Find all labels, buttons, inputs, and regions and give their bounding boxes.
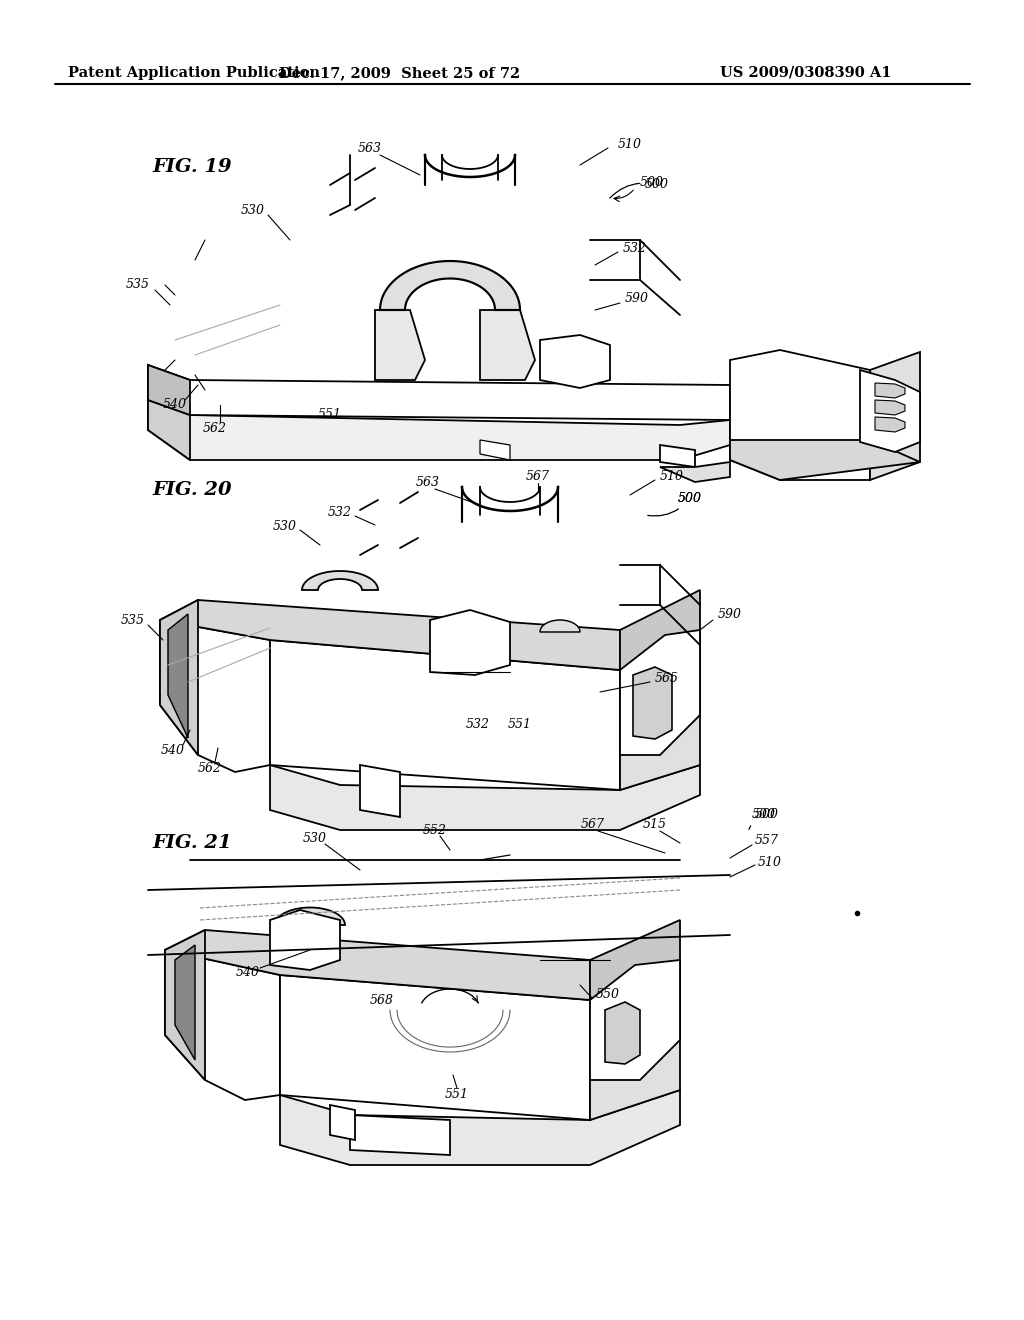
Text: 530: 530 (241, 203, 265, 216)
Text: 550: 550 (596, 989, 620, 1002)
Polygon shape (148, 366, 190, 414)
Text: 510: 510 (660, 470, 684, 483)
Polygon shape (302, 572, 378, 590)
Polygon shape (148, 366, 730, 420)
Text: 500: 500 (752, 808, 776, 821)
Polygon shape (380, 261, 520, 310)
Text: FIG. 19: FIG. 19 (152, 158, 231, 176)
Polygon shape (148, 400, 730, 459)
Text: 568: 568 (370, 994, 394, 1006)
Text: 562: 562 (203, 421, 227, 434)
Text: 590: 590 (625, 292, 649, 305)
Text: 567: 567 (526, 470, 550, 483)
Text: 515: 515 (643, 818, 667, 832)
Text: 551: 551 (445, 1089, 469, 1101)
Polygon shape (620, 630, 700, 789)
Polygon shape (620, 630, 700, 755)
Text: 500: 500 (678, 491, 702, 504)
Polygon shape (330, 1105, 355, 1140)
Polygon shape (350, 1115, 450, 1155)
Text: 532: 532 (328, 507, 352, 520)
Text: 551: 551 (508, 718, 532, 731)
Polygon shape (360, 766, 400, 817)
Polygon shape (540, 335, 610, 388)
Text: 500: 500 (640, 177, 664, 190)
Polygon shape (540, 620, 580, 632)
Text: 563: 563 (358, 141, 382, 154)
Text: 551: 551 (318, 408, 342, 421)
Text: 540: 540 (236, 966, 260, 979)
Text: 557: 557 (755, 833, 779, 846)
Polygon shape (590, 960, 680, 1080)
Text: 562: 562 (198, 762, 222, 775)
Polygon shape (280, 975, 590, 1119)
Polygon shape (633, 667, 672, 739)
Text: Dec. 17, 2009  Sheet 25 of 72: Dec. 17, 2009 Sheet 25 of 72 (280, 66, 520, 81)
Polygon shape (168, 614, 188, 738)
Text: 567: 567 (581, 818, 605, 832)
Polygon shape (730, 440, 920, 480)
Text: FIG. 20: FIG. 20 (152, 480, 231, 499)
Text: 530: 530 (273, 520, 297, 533)
Polygon shape (160, 601, 620, 671)
Polygon shape (160, 620, 270, 772)
Text: 540: 540 (163, 399, 187, 412)
Polygon shape (270, 640, 620, 789)
Polygon shape (275, 908, 345, 925)
Polygon shape (874, 417, 905, 432)
Polygon shape (175, 945, 195, 1060)
Polygon shape (375, 310, 425, 380)
Polygon shape (660, 462, 730, 482)
Polygon shape (860, 370, 920, 451)
Polygon shape (590, 920, 680, 1001)
Text: FIG. 21: FIG. 21 (152, 834, 231, 851)
Polygon shape (148, 400, 190, 459)
Polygon shape (280, 1090, 680, 1166)
Text: 563: 563 (416, 477, 440, 490)
Polygon shape (165, 931, 205, 1080)
Text: 510: 510 (618, 139, 642, 152)
Text: 535: 535 (121, 614, 145, 627)
Polygon shape (480, 440, 510, 459)
Text: 552: 552 (423, 824, 447, 837)
Polygon shape (270, 766, 700, 830)
Text: 590: 590 (718, 609, 742, 622)
Polygon shape (160, 601, 198, 755)
Text: 510: 510 (758, 855, 782, 869)
Polygon shape (870, 352, 920, 480)
Polygon shape (874, 400, 905, 414)
Polygon shape (620, 590, 700, 671)
Polygon shape (874, 383, 905, 399)
Polygon shape (165, 931, 590, 1001)
Polygon shape (590, 960, 680, 1119)
Polygon shape (270, 909, 340, 970)
Polygon shape (430, 610, 510, 675)
Polygon shape (165, 950, 280, 1100)
Text: 532: 532 (623, 242, 647, 255)
Text: 500: 500 (749, 808, 779, 829)
Polygon shape (730, 350, 870, 480)
Text: 540: 540 (161, 743, 185, 756)
Text: 565: 565 (655, 672, 679, 685)
Polygon shape (605, 1002, 640, 1064)
Text: 530: 530 (303, 832, 327, 845)
Text: 532: 532 (466, 718, 490, 731)
Text: 535: 535 (126, 279, 150, 292)
Text: 500: 500 (610, 178, 669, 198)
Polygon shape (660, 445, 695, 467)
Text: US 2009/0308390 A1: US 2009/0308390 A1 (720, 66, 892, 81)
Text: Patent Application Publication: Patent Application Publication (68, 66, 319, 81)
Polygon shape (480, 310, 535, 380)
Text: 500: 500 (648, 491, 702, 516)
